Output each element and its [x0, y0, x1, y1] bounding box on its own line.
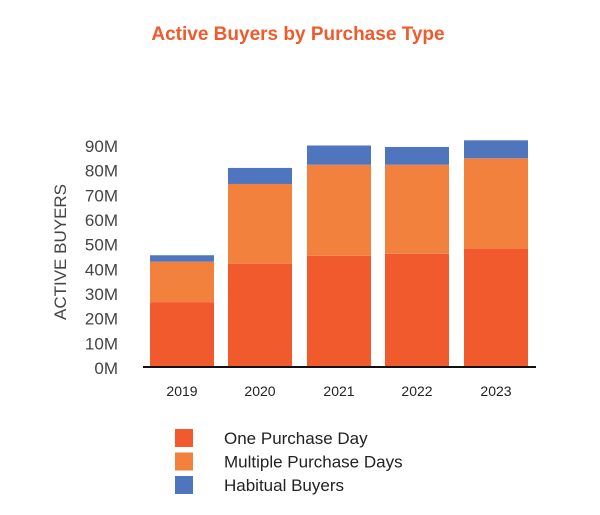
y-tick-label: 70M [85, 186, 118, 205]
y-tick-label: 80M [85, 162, 118, 181]
x-tick-label: 2021 [323, 383, 354, 399]
y-tick-label: 90M [85, 137, 118, 156]
legend-swatch [175, 429, 193, 447]
bar-segment [464, 248, 528, 367]
y-tick-label: 40M [85, 260, 118, 279]
bar-segment [307, 255, 371, 367]
x-tick-label: 2019 [166, 383, 197, 399]
legend-label: Habitual Buyers [224, 476, 344, 495]
bar-segment [228, 183, 292, 264]
bar-segment [385, 146, 449, 165]
bar-segment [307, 145, 371, 165]
bar-segment [150, 302, 214, 367]
y-tick-label: 30M [85, 285, 118, 304]
bar-segment [228, 167, 292, 184]
y-tick-label: 0M [94, 359, 118, 378]
bar-segment [307, 164, 371, 256]
x-tick-label: 2022 [401, 383, 432, 399]
legend-swatch [175, 476, 193, 494]
bar-segment [385, 253, 449, 367]
y-tick-label: 20M [85, 310, 118, 329]
y-axis-label: ACTIVE BUYERS [51, 184, 70, 320]
bar-segment [150, 255, 214, 262]
y-tick-label: 60M [85, 211, 118, 230]
legend-label: One Purchase Day [224, 429, 368, 448]
legend-swatch [175, 452, 193, 471]
x-tick-label: 2023 [480, 383, 511, 399]
chart-title: Active Buyers by Purchase Type [151, 24, 444, 45]
x-tick-label: 2020 [244, 383, 275, 399]
bar-segment [228, 263, 292, 367]
bar-segment [464, 158, 528, 249]
y-tick-label: 10M [85, 334, 118, 353]
bar-segment [464, 140, 528, 159]
y-tick-label: 50M [85, 236, 118, 255]
legend-label: Multiple Purchase Days [224, 453, 403, 472]
bar-segment [385, 164, 449, 254]
bar-segment [150, 261, 214, 303]
